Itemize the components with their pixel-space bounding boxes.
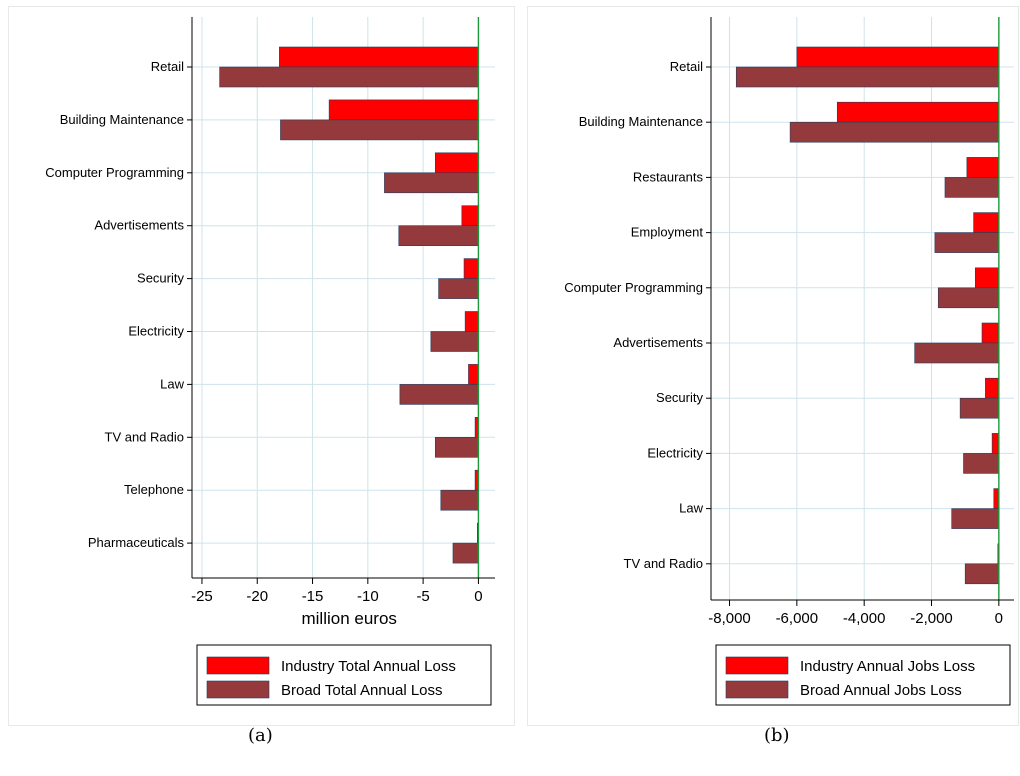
bar-industry-1 xyxy=(836,101,1000,123)
legend-swatch-1 xyxy=(725,680,789,699)
bar-industry-7 xyxy=(991,433,1000,454)
legend-swatch-0 xyxy=(725,656,789,675)
category-label-4: Security xyxy=(137,271,184,286)
bar-broad-1 xyxy=(789,121,1000,143)
bar-industry-3 xyxy=(461,205,479,226)
bar-industry-5 xyxy=(464,311,479,332)
category-label-3: Employment xyxy=(631,225,704,240)
bar-broad-6 xyxy=(399,384,479,405)
bar-broad-7 xyxy=(434,436,479,458)
bar-industry-5 xyxy=(981,322,1000,344)
bar-broad-3 xyxy=(398,225,479,246)
x-tick-label-2: -15 xyxy=(302,588,324,605)
bar-industry-4 xyxy=(463,258,479,279)
chart-b-svg: Retail Building Maintenance Restaurants Emp… xyxy=(564,17,1014,706)
x-tick-label-3: -10 xyxy=(357,588,379,605)
legend-label-1: Broad Annual Jobs Loss xyxy=(800,682,962,699)
bar-industry-6 xyxy=(468,364,479,385)
category-label-5: Electricity xyxy=(128,324,184,339)
category-label-1: Building Maintenance xyxy=(60,112,184,127)
category-label-1: Building Maintenance xyxy=(579,114,703,129)
bar-industry-2 xyxy=(966,157,1000,178)
bar-broad-9 xyxy=(452,542,479,564)
category-label-6: Law xyxy=(160,376,184,391)
bar-broad-4 xyxy=(438,278,479,299)
x-tick-label-5: 0 xyxy=(474,588,482,605)
category-label-7: TV and Radio xyxy=(105,429,185,444)
x-tick-label-3: -2,000 xyxy=(910,610,953,627)
bar-industry-6 xyxy=(985,377,1000,399)
x-tick-label-0: -8,000 xyxy=(708,610,751,627)
legend-swatch-0 xyxy=(206,656,270,675)
x-tick-label-2: -4,000 xyxy=(843,610,886,627)
x-tick-label-1: -20 xyxy=(246,588,268,605)
caption-a: (a) xyxy=(248,725,273,746)
legend-label-1: Broad Total Annual Loss xyxy=(281,682,443,699)
chart-a-svg: Retail Building Maintenance Computer Progr… xyxy=(45,17,495,706)
chart-panel-b: Retail Building Maintenance Restaurants Emp… xyxy=(527,6,1019,726)
bar-industry-3 xyxy=(973,212,1000,233)
bar-broad-2 xyxy=(384,172,479,194)
bar-industry-8 xyxy=(993,488,1000,509)
legend-label-0: Industry Total Annual Loss xyxy=(281,658,456,675)
x-tick-label-0: -25 xyxy=(191,588,213,605)
category-label-2: Computer Programming xyxy=(45,165,184,180)
x-tick-label-1: -6,000 xyxy=(776,610,819,627)
bar-broad-4 xyxy=(937,287,1000,309)
category-label-3: Advertisements xyxy=(94,218,184,233)
category-label-9: Pharmaceuticals xyxy=(88,535,185,550)
bar-broad-8 xyxy=(440,489,479,511)
bar-industry-1 xyxy=(328,99,479,121)
bar-broad-6 xyxy=(959,397,1000,419)
category-label-4: Computer Programming xyxy=(564,280,703,295)
bar-industry-2 xyxy=(434,152,479,174)
bar-broad-0 xyxy=(735,66,1000,88)
bar-broad-2 xyxy=(944,177,1000,198)
bar-broad-5 xyxy=(914,342,1000,364)
bar-broad-0 xyxy=(219,66,479,88)
x-tick-label-4: -5 xyxy=(416,588,429,605)
category-label-5: Advertisements xyxy=(613,335,703,350)
category-label-7: Electricity xyxy=(647,445,703,460)
category-label-9: TV and Radio xyxy=(624,556,704,571)
bar-broad-9 xyxy=(964,563,1000,585)
chart-panel-a: Retail Building Maintenance Computer Progr… xyxy=(8,6,515,726)
bar-industry-4 xyxy=(974,267,1000,289)
category-label-0: Retail xyxy=(151,59,184,74)
legend-label-0: Industry Annual Jobs Loss xyxy=(800,658,975,675)
caption-b: (b) xyxy=(764,725,790,746)
bar-industry-0 xyxy=(279,46,479,68)
bar-broad-8 xyxy=(951,508,1000,529)
category-label-6: Security xyxy=(656,390,703,405)
bar-broad-3 xyxy=(934,232,1000,253)
category-label-2: Restaurants xyxy=(633,169,704,184)
bar-broad-1 xyxy=(280,119,479,141)
category-label-8: Law xyxy=(679,501,703,516)
legend-swatch-1 xyxy=(206,680,270,699)
bar-broad-7 xyxy=(963,453,1000,474)
category-label-8: Telephone xyxy=(124,482,184,497)
bar-industry-0 xyxy=(796,46,1000,68)
x-axis-label: million euros xyxy=(301,609,396,628)
category-label-0: Retail xyxy=(670,59,703,74)
bar-broad-5 xyxy=(430,331,479,352)
x-tick-label-4: 0 xyxy=(995,610,1003,627)
